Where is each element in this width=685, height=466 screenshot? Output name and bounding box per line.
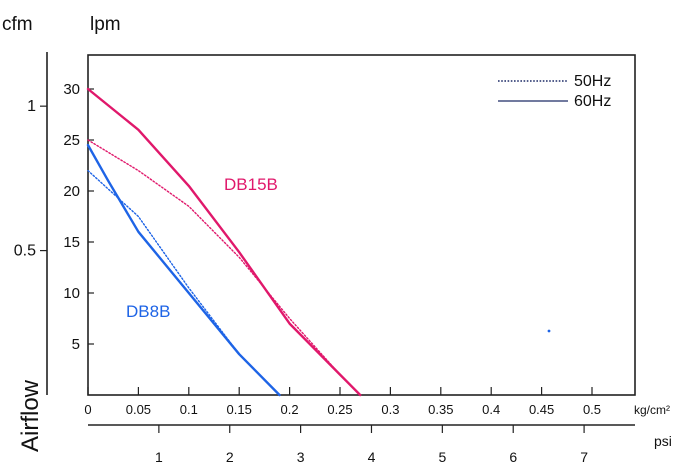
- legend: 50Hz 60Hz: [498, 73, 611, 110]
- x-tick-label: 0.4: [482, 402, 500, 417]
- annotation-db15b: DB15B: [224, 175, 278, 194]
- x-axis-unit: kg/cm²: [634, 403, 670, 417]
- x2-tick-label: 6: [509, 449, 517, 465]
- y-cfm-tick-label: 1: [27, 98, 36, 115]
- series-db15b-50hz-line: [87, 139, 361, 396]
- y-axis-label: Airflow: [17, 379, 44, 452]
- y-cfm-tick-label: 0.5: [14, 243, 36, 260]
- x-tick-label: 0.45: [529, 402, 554, 417]
- x-tick-label: 0.25: [327, 402, 352, 417]
- y-lpm-tick-label: 25: [63, 132, 80, 149]
- y-left-unit: cfm: [2, 14, 33, 35]
- x2-tick-label: 1: [155, 449, 163, 465]
- x2-tick-label: 3: [297, 449, 305, 465]
- x2-tick-label: 2: [226, 449, 234, 465]
- stray-dot: [547, 329, 551, 333]
- y-lpm-tick-label: 20: [63, 183, 80, 200]
- x-tick-label: 0.5: [583, 402, 601, 417]
- x-tick-label: 0.35: [428, 402, 453, 417]
- x-tick-label: 0.1: [180, 402, 198, 417]
- legend-50hz-label: 50Hz: [574, 73, 611, 90]
- x-tick-label: 0.15: [227, 402, 252, 417]
- x-tick-label: 0.2: [281, 402, 299, 417]
- x2-axis-unit: psi: [654, 433, 672, 449]
- x2-tick-label: 5: [438, 449, 446, 465]
- y-lpm-tick-label: 10: [63, 285, 80, 302]
- ticks-layer: 0 0.05 0.1 0.15 0.2 0.25 0.3 0.35 0.4 0.45 0.5 1 2 3 4…: [14, 81, 601, 465]
- plot-frame: [87, 54, 636, 396]
- series-db8b-50hz-line: [87, 169, 281, 396]
- x-tick-label: 0: [84, 402, 91, 417]
- y-lpm-tick-label: 30: [63, 81, 80, 98]
- x2-tick-label: 4: [368, 449, 376, 465]
- x-tick-label: 0.3: [381, 402, 399, 417]
- y-right-unit: lpm: [90, 14, 121, 35]
- x2-tick-label: 7: [580, 449, 588, 465]
- annotation-db8b: DB8B: [126, 302, 170, 321]
- x-tick-label: 0.05: [126, 402, 151, 417]
- y-lpm-tick-label: 15: [63, 234, 80, 251]
- legend-60hz-label: 60Hz: [574, 93, 611, 110]
- series-layer: [86, 87, 362, 397]
- y-lpm-tick-label: 5: [72, 336, 80, 353]
